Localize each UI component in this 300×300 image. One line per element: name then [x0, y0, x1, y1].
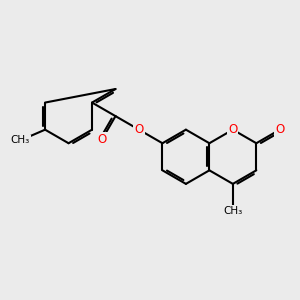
Text: O: O	[228, 123, 238, 136]
Text: CH₃: CH₃	[223, 206, 242, 216]
Text: O: O	[275, 123, 284, 136]
Text: CH₃: CH₃	[11, 135, 30, 146]
Text: O: O	[97, 133, 106, 146]
Text: O: O	[134, 123, 144, 136]
